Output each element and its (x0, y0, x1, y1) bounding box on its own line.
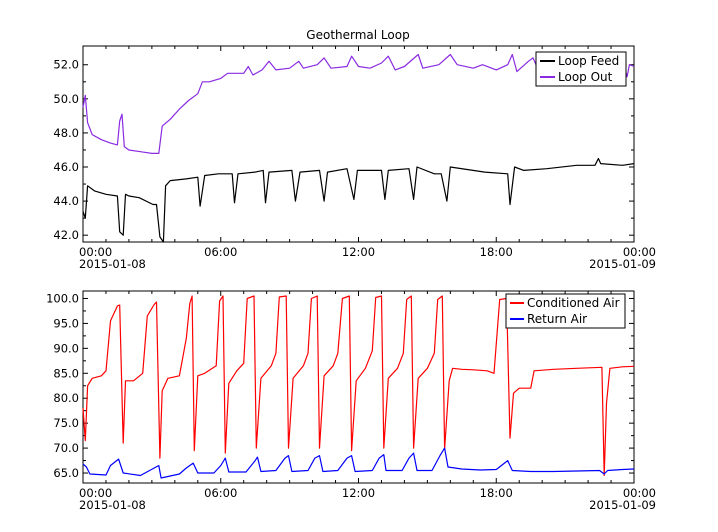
y-tick-label: 65.0 (53, 466, 79, 480)
y-tick-label: 42.0 (53, 228, 79, 242)
y-tick-label: 46.0 (53, 160, 79, 174)
x-tick-label: 18:00 (480, 245, 513, 259)
x-tick-label: 12:00 (342, 245, 375, 259)
x-tick-label: 18:00 (480, 486, 513, 500)
series-line-conditioned-air (82, 295, 635, 477)
geothermal-loop-chart: Geothermal Loop 42.0 44.0 46.0 48.0 50.0 52.0… (53, 28, 656, 271)
x-tick-label: 00:00 (623, 245, 656, 259)
y-tick-label: 80.0 (53, 391, 79, 405)
y-tick-label: 44.0 (53, 194, 79, 208)
legend-label-loop-feed: Loop Feed (558, 54, 619, 68)
axis-ticks: 65.070.075.080.085.090.095.0100.000:0020… (46, 291, 656, 512)
series-lines (82, 295, 635, 479)
series-line-return-air (82, 447, 635, 479)
y-tick-label: 90.0 (53, 341, 79, 355)
x-tick-label: 00:00 (623, 486, 656, 500)
x-tick-date-label: 2015-01-08 (79, 257, 146, 271)
series-line-loop-feed (82, 157, 635, 243)
x-tick-label: 12:00 (342, 486, 375, 500)
series-lines (82, 53, 635, 243)
y-tick-label: 95.0 (53, 316, 79, 330)
y-tick-label: 70.0 (53, 441, 79, 455)
series-line-loop-out (82, 53, 635, 154)
legend: Conditioned Air Return Air (505, 293, 626, 329)
legend-box (535, 51, 627, 87)
axis-ticks: 42.044.046.048.050.052.000:002015-01-080… (53, 46, 656, 271)
legend-box (505, 293, 626, 329)
legend-label-loop-out: Loop Out (558, 70, 613, 84)
y-tick-label: 52.0 (53, 58, 79, 72)
x-tick-label: 00:00 (79, 486, 112, 500)
y-tick-label: 85.0 (53, 366, 79, 380)
x-tick-label: 00:00 (79, 245, 112, 259)
y-tick-label: 50.0 (53, 92, 79, 106)
chart-title: Geothermal Loop (306, 28, 409, 42)
legend: Loop Feed Loop Out (535, 51, 627, 87)
legend-label-return-air: Return Air (527, 312, 587, 326)
x-tick-date-label: 2015-01-08 (79, 498, 146, 512)
legend-label-conditioned-air: Conditioned Air (527, 296, 620, 310)
x-tick-date-label: 2015-01-09 (589, 257, 656, 271)
x-tick-date-label: 2015-01-09 (589, 498, 656, 512)
y-tick-label: 75.0 (53, 416, 79, 430)
x-tick-label: 06:00 (204, 245, 237, 259)
y-tick-label: 100.0 (46, 291, 79, 305)
y-tick-label: 48.0 (53, 126, 79, 140)
x-tick-label: 06:00 (204, 486, 237, 500)
air-temperature-chart: 65.070.075.080.085.090.095.0100.000:0020… (46, 290, 656, 512)
